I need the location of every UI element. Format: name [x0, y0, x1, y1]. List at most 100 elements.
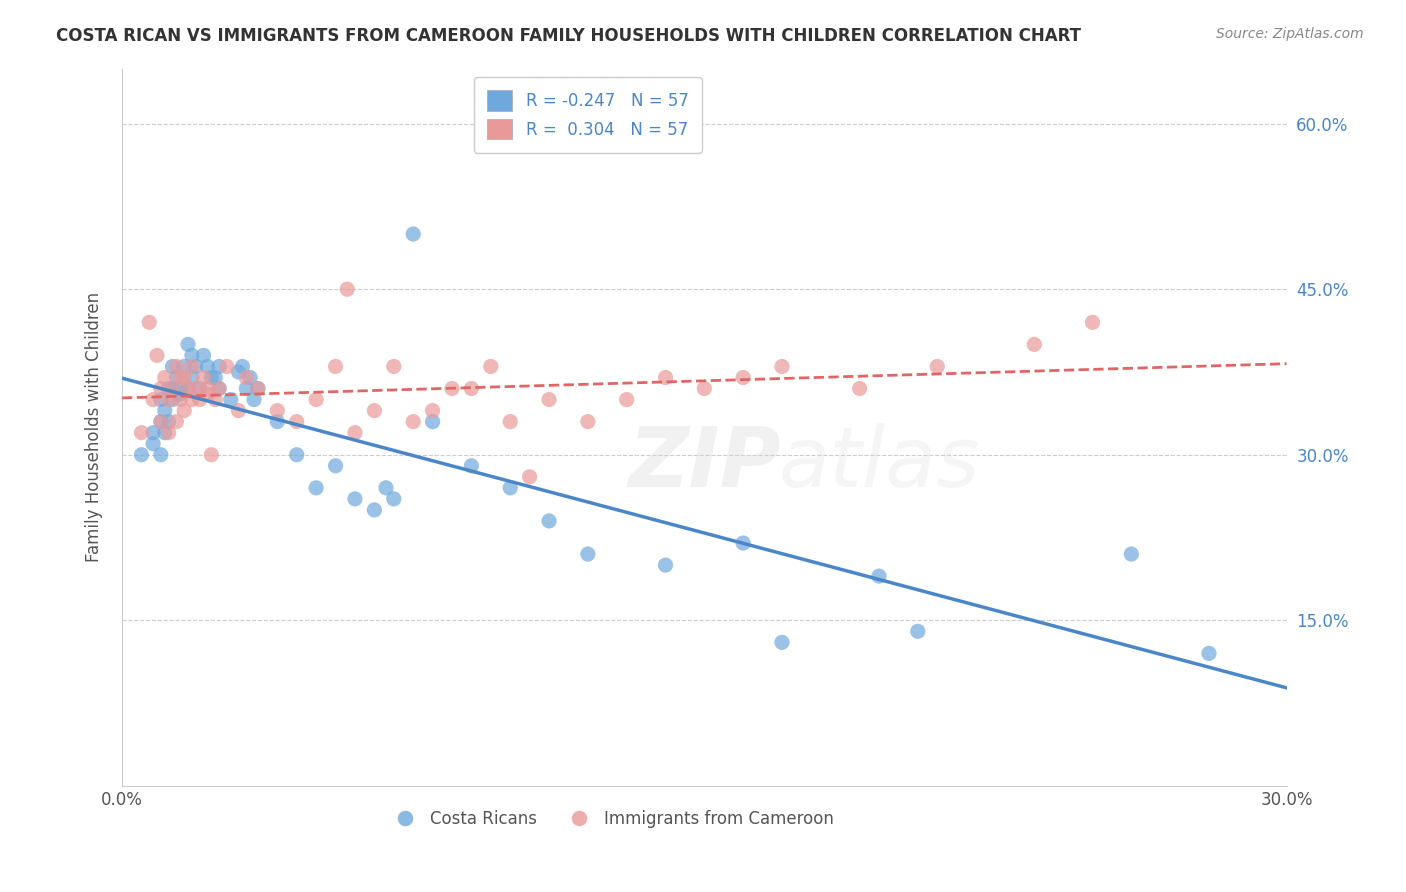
Point	[184, 359, 207, 374]
Point	[285, 415, 308, 429]
Point	[231, 359, 253, 374]
Point	[538, 392, 561, 407]
Text: Source: ZipAtlas.com: Source: ZipAtlas.com	[1216, 27, 1364, 41]
Point	[184, 382, 207, 396]
Point	[142, 425, 165, 440]
Point	[499, 481, 522, 495]
Point	[228, 403, 250, 417]
Point	[149, 415, 172, 429]
Point	[907, 624, 929, 639]
Point	[422, 403, 444, 417]
Point	[266, 403, 288, 417]
Point	[235, 370, 257, 384]
Point	[165, 359, 187, 374]
Point	[146, 348, 169, 362]
Point	[770, 635, 793, 649]
Point	[927, 359, 949, 374]
Point	[1198, 646, 1220, 660]
Point	[149, 448, 172, 462]
Point	[519, 470, 541, 484]
Y-axis label: Family Households with Children: Family Households with Children	[86, 292, 103, 562]
Point	[181, 392, 204, 407]
Point	[131, 425, 153, 440]
Point	[576, 415, 599, 429]
Point	[654, 370, 676, 384]
Point	[169, 392, 191, 407]
Point	[153, 403, 176, 417]
Point	[343, 425, 366, 440]
Point	[440, 382, 463, 396]
Point	[343, 491, 366, 506]
Point	[149, 382, 172, 396]
Point	[149, 392, 172, 407]
Point	[243, 392, 266, 407]
Point	[305, 481, 328, 495]
Point	[173, 403, 195, 417]
Point	[142, 436, 165, 450]
Point	[422, 415, 444, 429]
Point	[204, 392, 226, 407]
Point	[181, 348, 204, 362]
Point	[193, 370, 215, 384]
Point	[228, 365, 250, 379]
Point	[157, 382, 180, 396]
Point	[215, 359, 238, 374]
Point	[157, 392, 180, 407]
Point	[460, 382, 482, 396]
Point	[285, 448, 308, 462]
Point	[188, 392, 211, 407]
Point	[173, 370, 195, 384]
Point	[363, 503, 385, 517]
Point	[693, 382, 716, 396]
Point	[576, 547, 599, 561]
Point	[868, 569, 890, 583]
Point	[193, 348, 215, 362]
Point	[266, 415, 288, 429]
Point	[460, 458, 482, 473]
Point	[162, 392, 184, 407]
Point	[305, 392, 328, 407]
Point	[142, 392, 165, 407]
Text: atlas: atlas	[778, 423, 980, 503]
Point	[246, 382, 269, 396]
Point	[402, 227, 425, 241]
Point	[616, 392, 638, 407]
Point	[499, 415, 522, 429]
Point	[848, 382, 870, 396]
Point	[153, 425, 176, 440]
Point	[208, 359, 231, 374]
Point	[204, 370, 226, 384]
Text: COSTA RICAN VS IMMIGRANTS FROM CAMEROON FAMILY HOUSEHOLDS WITH CHILDREN CORRELAT: COSTA RICAN VS IMMIGRANTS FROM CAMEROON …	[56, 27, 1081, 45]
Point	[325, 359, 347, 374]
Point	[325, 458, 347, 473]
Legend: Costa Ricans, Immigrants from Cameroon: Costa Ricans, Immigrants from Cameroon	[382, 804, 841, 835]
Point	[235, 382, 257, 396]
Point	[382, 359, 405, 374]
Point	[177, 382, 200, 396]
Point	[149, 415, 172, 429]
Point	[177, 382, 200, 396]
Point	[1121, 547, 1143, 561]
Point	[1081, 315, 1104, 329]
Point	[157, 415, 180, 429]
Point	[197, 382, 219, 396]
Point	[162, 382, 184, 396]
Point	[131, 448, 153, 462]
Point	[479, 359, 502, 374]
Point	[181, 359, 204, 374]
Point	[162, 382, 184, 396]
Point	[246, 382, 269, 396]
Point	[208, 382, 231, 396]
Point	[188, 382, 211, 396]
Point	[169, 382, 191, 396]
Point	[770, 359, 793, 374]
Point	[200, 448, 222, 462]
Point	[181, 370, 204, 384]
Point	[169, 387, 191, 401]
Point	[138, 315, 160, 329]
Point	[733, 370, 755, 384]
Point	[654, 558, 676, 573]
Point	[197, 359, 219, 374]
Point	[177, 337, 200, 351]
Point	[173, 359, 195, 374]
